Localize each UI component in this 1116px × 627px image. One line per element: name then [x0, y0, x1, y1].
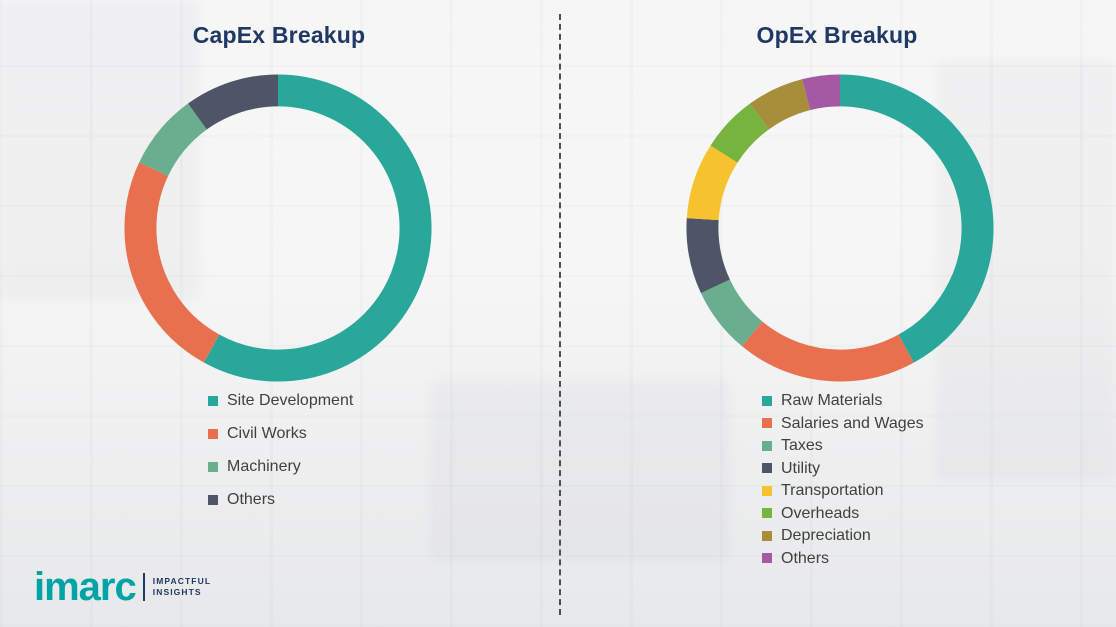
legend-label: Overheads: [781, 504, 860, 522]
legend-label: Utility: [781, 459, 821, 477]
opex-panel: OpEx Breakup Raw Materials Salaries and W…: [558, 0, 1116, 627]
vertical-dashed-divider: [559, 14, 561, 615]
legend-label: Others: [227, 491, 276, 508]
opex-chart-title: OpEx Breakup: [756, 22, 918, 48]
legend-swatch: [762, 485, 772, 496]
legend-label: Others: [781, 549, 830, 567]
capex-chart-title: CapEx Breakup: [192, 22, 366, 48]
legend-item: Civil Works: [208, 424, 353, 443]
legend-item: Taxes: [762, 436, 924, 455]
legend-label: Site Development: [227, 392, 354, 409]
opex-donut-chart: [685, 73, 995, 383]
legend-swatch: [762, 530, 772, 541]
legend-swatch: [208, 461, 218, 472]
legend-swatch: [208, 428, 218, 439]
legend-label: Depreciation: [781, 527, 871, 544]
imarc-tagline-line1: IMPACTFUL: [152, 576, 212, 586]
legend-swatch: [762, 418, 772, 428]
imarc-logo-wordmark: imarc: [34, 565, 137, 609]
legend-swatch: [762, 440, 772, 451]
opex-chart-legend: Raw Materials Salaries and Wages Taxes Util…: [762, 391, 924, 571]
legend-label: Civil Works: [227, 425, 307, 442]
legend-label: Taxes: [781, 437, 823, 454]
legend-item: Utility: [762, 459, 924, 478]
donut-svg: [124, 74, 432, 382]
legend-item: Salaries and Wages: [762, 414, 924, 433]
legend-label: Transportation: [781, 482, 884, 499]
donut-svg: [686, 74, 994, 382]
capex-panel: CapEx Breakup Site Development Civil Work…: [123, 22, 433, 523]
donut-segment-civil-works: [124, 74, 432, 382]
legend-swatch: [208, 494, 218, 505]
capex-donut-chart: [123, 73, 433, 383]
legend-swatch: [762, 463, 772, 473]
legend-swatch: [762, 553, 772, 563]
legend-label: Salaries and Wages: [781, 414, 924, 432]
donut-segment-utility: [686, 74, 994, 382]
donut-segment-others: [686, 74, 994, 382]
legend-item: Raw Materials: [762, 391, 924, 410]
legend-item: Others: [208, 490, 353, 509]
donut-segment-salaries-and-wages: [686, 74, 994, 382]
capex-chart-legend: Site Development Civil Works Machinery Othe…: [208, 391, 353, 523]
imarc-logo: imarc IMPACTFUL INSIGHTS: [34, 565, 211, 609]
legend-item: Others: [762, 549, 924, 568]
donut-segment-others: [124, 74, 432, 382]
legend-item: Depreciation: [762, 526, 924, 545]
legend-swatch: [208, 395, 218, 406]
legend-item: Transportation: [762, 481, 924, 500]
legend-swatch: [762, 508, 772, 518]
legend-item: Machinery: [208, 457, 353, 476]
imarc-logo-tagline: IMPACTFUL INSIGHTS: [153, 576, 211, 598]
legend-label: Machinery: [227, 458, 301, 475]
legend-label: Raw Materials: [781, 392, 883, 409]
imarc-tagline-line2: INSIGHTS: [152, 587, 202, 597]
legend-item: Site Development: [208, 391, 353, 410]
legend-swatch: [762, 395, 772, 406]
legend-item: Overheads: [762, 504, 924, 523]
imarc-logo-divider: [142, 573, 145, 601]
